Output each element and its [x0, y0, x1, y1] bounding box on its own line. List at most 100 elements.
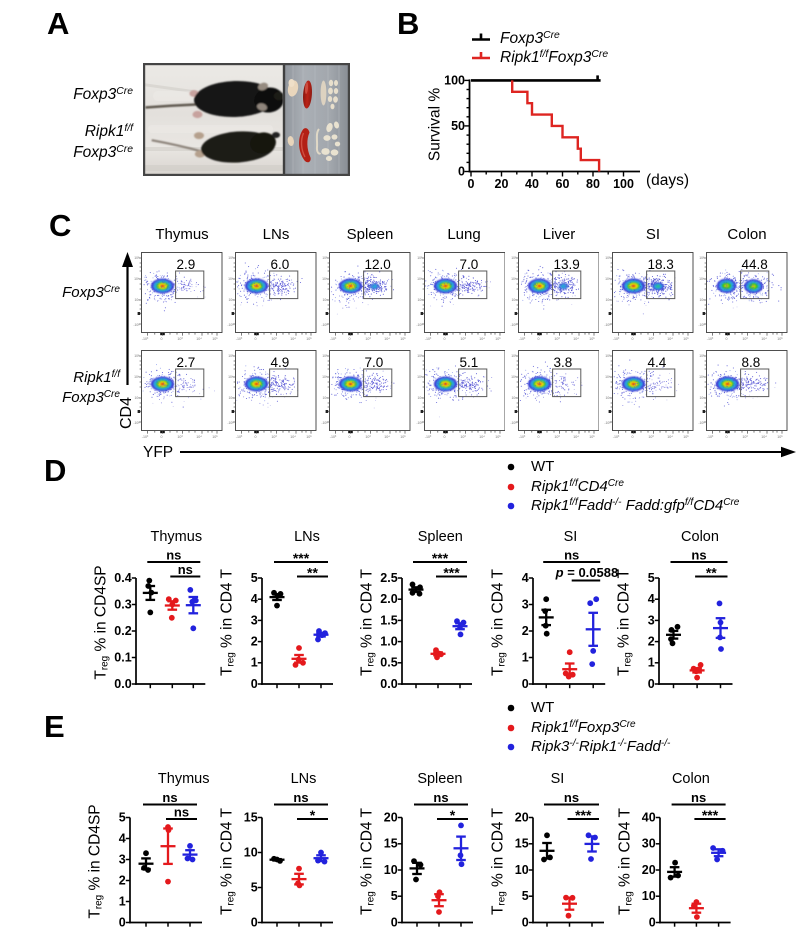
svg-text:10⁴: 10⁴ — [228, 375, 234, 379]
svg-text:-10³: -10³ — [416, 323, 423, 327]
svg-text:10⁵: 10⁵ — [134, 354, 140, 358]
svg-text:10⁴: 10⁴ — [134, 375, 140, 379]
svg-text:-10³: -10³ — [330, 337, 337, 341]
svg-text:-10³: -10³ — [142, 435, 149, 439]
svg-text:10⁴: 10⁴ — [761, 337, 767, 341]
svg-text:-10³: -10³ — [228, 323, 235, 327]
svg-text:0: 0 — [468, 177, 475, 191]
svg-text:-10³: -10³ — [416, 421, 423, 425]
svg-text:0: 0 — [349, 337, 351, 341]
svg-text:10⁴: 10⁴ — [573, 435, 579, 439]
svg-text:10³: 10³ — [460, 337, 466, 341]
svg-text:10³: 10³ — [700, 298, 706, 302]
svg-text:10³: 10³ — [605, 298, 611, 302]
svg-text:10⁵: 10⁵ — [417, 354, 423, 358]
svg-text:10³: 10³ — [554, 337, 560, 341]
svg-text:10³: 10³ — [366, 337, 372, 341]
svg-text:10⁵: 10⁵ — [228, 354, 234, 358]
svg-text:0: 0 — [161, 435, 163, 439]
svg-text:4.9: 4.9 — [271, 355, 290, 370]
svg-text:10³: 10³ — [417, 396, 423, 400]
svg-text:10³: 10³ — [177, 337, 183, 341]
svg-text:10⁵: 10⁵ — [699, 256, 705, 260]
svg-text:10⁵: 10⁵ — [212, 435, 218, 439]
svg-text:0: 0 — [255, 337, 257, 341]
svg-text:10⁴: 10⁴ — [573, 337, 579, 341]
svg-text:10⁴: 10⁴ — [385, 435, 391, 439]
svg-text:10³: 10³ — [134, 396, 140, 400]
svg-text:10⁵: 10⁵ — [212, 337, 218, 341]
svg-text:100: 100 — [613, 177, 634, 191]
svg-text:10³: 10³ — [134, 298, 140, 302]
svg-text:80: 80 — [586, 177, 600, 191]
svg-text:2.7: 2.7 — [177, 355, 196, 370]
svg-text:0: 0 — [726, 337, 728, 341]
svg-text:10⁵: 10⁵ — [323, 256, 329, 260]
svg-text:0: 0 — [537, 435, 539, 439]
svg-text:10⁵: 10⁵ — [306, 435, 312, 439]
svg-text:3.8: 3.8 — [553, 355, 572, 370]
svg-text:-10³: -10³ — [228, 421, 235, 425]
svg-text:40: 40 — [525, 177, 539, 191]
svg-text:13.9: 13.9 — [553, 257, 579, 272]
svg-text:10⁵: 10⁵ — [228, 256, 234, 260]
svg-text:-10³: -10³ — [510, 323, 517, 327]
svg-text:10⁵: 10⁵ — [777, 337, 783, 341]
svg-text:-10³: -10³ — [519, 337, 526, 341]
svg-text:-10³: -10³ — [510, 421, 517, 425]
svg-text:-10³: -10³ — [236, 435, 243, 439]
svg-text:10³: 10³ — [323, 396, 329, 400]
svg-text:10⁴: 10⁴ — [511, 375, 517, 379]
svg-text:10⁵: 10⁵ — [511, 354, 517, 358]
svg-text:10⁴: 10⁴ — [417, 277, 423, 281]
svg-text:10³: 10³ — [648, 337, 654, 341]
svg-text:10⁵: 10⁵ — [417, 256, 423, 260]
svg-text:2.9: 2.9 — [177, 257, 196, 272]
svg-text:44.8: 44.8 — [742, 257, 768, 272]
svg-text:10⁴: 10⁴ — [323, 277, 329, 281]
svg-text:5.1: 5.1 — [459, 355, 478, 370]
svg-text:10⁵: 10⁵ — [495, 435, 501, 439]
svg-text:-10³: -10³ — [133, 421, 140, 425]
svg-text:10⁵: 10⁵ — [401, 435, 407, 439]
svg-text:10³: 10³ — [511, 298, 517, 302]
svg-text:0: 0 — [255, 435, 257, 439]
svg-text:6.0: 6.0 — [271, 257, 290, 272]
svg-text:-10³: -10³ — [236, 337, 243, 341]
svg-text:10³: 10³ — [177, 435, 183, 439]
svg-text:-10³: -10³ — [424, 337, 431, 341]
svg-text:60: 60 — [556, 177, 570, 191]
svg-text:10⁴: 10⁴ — [134, 277, 140, 281]
svg-text:10⁵: 10⁵ — [683, 337, 689, 341]
svg-text:-10³: -10³ — [699, 323, 706, 327]
svg-text:10⁵: 10⁵ — [134, 256, 140, 260]
svg-text:10³: 10³ — [743, 337, 749, 341]
svg-text:10⁴: 10⁴ — [479, 435, 485, 439]
svg-text:10⁴: 10⁴ — [479, 337, 485, 341]
svg-text:10⁴: 10⁴ — [196, 435, 202, 439]
svg-text:10⁵: 10⁵ — [589, 337, 595, 341]
svg-text:100: 100 — [444, 73, 465, 87]
svg-text:10⁴: 10⁴ — [667, 337, 673, 341]
svg-text:10⁵: 10⁵ — [605, 256, 611, 260]
svg-text:10³: 10³ — [272, 435, 278, 439]
svg-text:-10³: -10³ — [330, 435, 337, 439]
svg-text:0: 0 — [161, 337, 163, 341]
svg-text:10⁵: 10⁵ — [495, 337, 501, 341]
svg-text:12.0: 12.0 — [365, 257, 391, 272]
svg-text:-10³: -10³ — [322, 323, 329, 327]
svg-text:10³: 10³ — [460, 435, 466, 439]
svg-text:10⁴: 10⁴ — [605, 277, 611, 281]
svg-text:0: 0 — [537, 337, 539, 341]
svg-text:10³: 10³ — [417, 298, 423, 302]
svg-text:10⁵: 10⁵ — [511, 256, 517, 260]
svg-text:0: 0 — [632, 337, 634, 341]
svg-text:50: 50 — [451, 119, 465, 133]
svg-text:-10³: -10³ — [519, 435, 526, 439]
svg-text:10³: 10³ — [366, 435, 372, 439]
svg-text:7.0: 7.0 — [365, 355, 384, 370]
svg-text:18.3: 18.3 — [648, 257, 674, 272]
svg-text:-10³: -10³ — [142, 337, 149, 341]
svg-text:10⁴: 10⁴ — [290, 337, 296, 341]
svg-text:10⁴: 10⁴ — [323, 375, 329, 379]
